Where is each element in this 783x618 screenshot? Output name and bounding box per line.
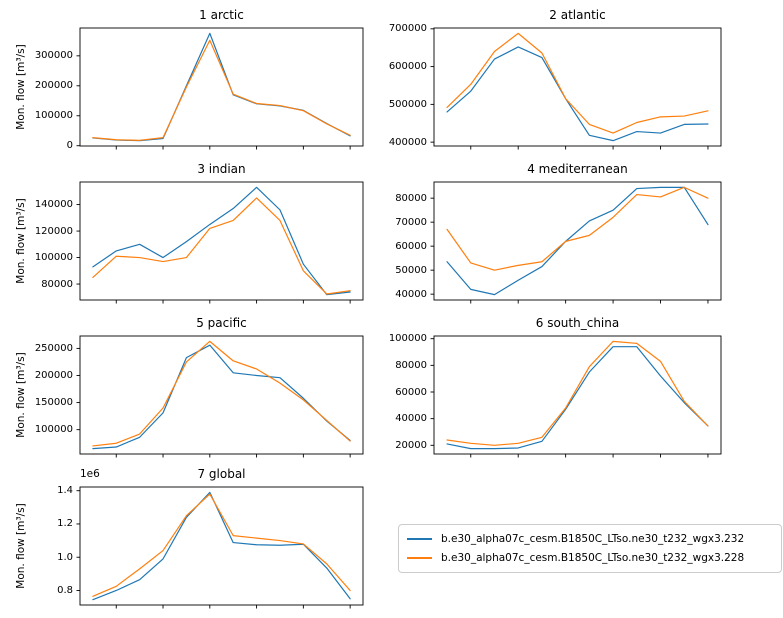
series-line-1 (92, 39, 351, 141)
series-line-0 (92, 186, 351, 296)
series-line-1 (92, 340, 351, 447)
series-line-0 (446, 46, 709, 142)
y-tick-label: 200000 (34, 369, 73, 381)
plot-area (76, 335, 364, 458)
chart-title: 5 pacific (196, 316, 247, 330)
axes-frame (79, 486, 364, 606)
y-tick-label: 120000 (34, 225, 73, 237)
y-tick-label: 1.4 (57, 485, 73, 497)
y-tick-label: 0 (66, 140, 73, 152)
series-line-1 (92, 493, 351, 597)
axes-frame (433, 335, 722, 455)
y-tick-label: 300000 (34, 50, 73, 62)
y-tick-label: 40000 (395, 288, 427, 300)
plot-area (76, 486, 364, 609)
subplot-6-south-china: 6 south_china 20000 40000 60000 80000 100000 (389, 308, 783, 459)
series-line-0 (446, 346, 709, 450)
plot-area (430, 27, 722, 150)
subplot-3-indian: 3 indian Mon. flow [m³/s] 80000 100000 120… (0, 154, 391, 308)
y-tick-label: 60000 (395, 386, 427, 398)
subplot-2-atlantic: 2 atlantic 400000 500000 600000 700000 (389, 0, 783, 154)
axes-frame (79, 27, 364, 147)
legend-entry: b.e30_alpha07c_cesm.B1850C_LTso.ne30_t23… (407, 550, 773, 566)
y-tick-label: 80000 (395, 192, 427, 204)
series-line-1 (446, 32, 709, 134)
series-line-1 (446, 186, 709, 271)
series-line-1 (92, 197, 351, 295)
y-tick-label: 600000 (388, 61, 427, 73)
chart-title: 2 atlantic (549, 8, 606, 22)
plot-area (430, 335, 722, 458)
legend-line-swatch (407, 538, 432, 540)
y-tick-label: 1.0 (57, 551, 73, 563)
chart-title: 6 south_china (535, 316, 620, 330)
subplot-5-pacific: 5 pacific Mon. flow [m³/s] 100000 150000 2… (0, 308, 391, 459)
axes-frame (433, 27, 722, 147)
legend-entry: b.e30_alpha07c_cesm.B1850C_LTso.ne30_t23… (407, 531, 773, 547)
y-tick-label: 70000 (395, 216, 427, 228)
y-tick-label: 1.2 (57, 518, 73, 530)
series-line-0 (92, 344, 351, 450)
y-tick-label: 20000 (395, 439, 427, 451)
plot-area (430, 181, 722, 304)
y-tick-label: 140000 (34, 199, 73, 211)
y-tick-label: 700000 (388, 23, 427, 35)
legend-label: b.e30_alpha07c_cesm.B1850C_LTso.ne30_t23… (441, 533, 745, 545)
y-tick-label: 150000 (34, 397, 73, 409)
y-tick-label: 200000 (34, 80, 73, 92)
y-tick-label: 100000 (34, 110, 73, 122)
y-tick-label: 80000 (395, 359, 427, 371)
y-tick-label: 60000 (395, 240, 427, 252)
series-line-0 (92, 32, 351, 142)
y-tick-label: 250000 (34, 342, 73, 354)
chart-title: 1 arctic (199, 8, 244, 22)
plot-area (76, 27, 364, 150)
y-tick-label: 0.8 (57, 584, 73, 596)
y-tick-label: 500000 (388, 98, 427, 110)
chart-title: 7 global (197, 467, 246, 481)
y-axis-offset-text: 1e6 (80, 468, 100, 480)
legend-label: b.e30_alpha07c_cesm.B1850C_LTso.ne30_t23… (441, 552, 745, 564)
subplot-1-arctic: 1 arctic Mon. flow [m³/s] 0 100000 200000 3… (0, 0, 391, 154)
legend: b.e30_alpha07c_cesm.B1850C_LTso.ne30_t23… (398, 524, 782, 573)
subplot-4-mediterranean: 4 mediterranean 40000 50000 60000 70000 8000… (391, 154, 783, 308)
y-tick-label: 100000 (34, 252, 73, 264)
series-line-0 (446, 186, 709, 296)
axes-frame (79, 181, 364, 301)
series-line-0 (92, 491, 351, 601)
series-line-1 (446, 340, 709, 446)
axes-frame (433, 181, 722, 301)
plot-area (76, 181, 364, 304)
axes-frame (79, 335, 364, 455)
y-tick-label: 100000 (34, 424, 73, 436)
chart-title: 3 indian (197, 162, 246, 176)
y-tick-label: 400000 (388, 136, 427, 148)
legend-line-swatch (407, 557, 432, 559)
y-tick-label: 80000 (41, 278, 73, 290)
y-tick-label: 50000 (395, 264, 427, 276)
y-tick-label: 40000 (395, 413, 427, 425)
subplot-7-global: 7 global Mon. flow [m³/s] 0.8 1.0 1.2 1.4 1e… (0, 459, 391, 618)
y-tick-label: 100000 (388, 333, 427, 345)
chart-title: 4 mediterranean (527, 162, 628, 176)
